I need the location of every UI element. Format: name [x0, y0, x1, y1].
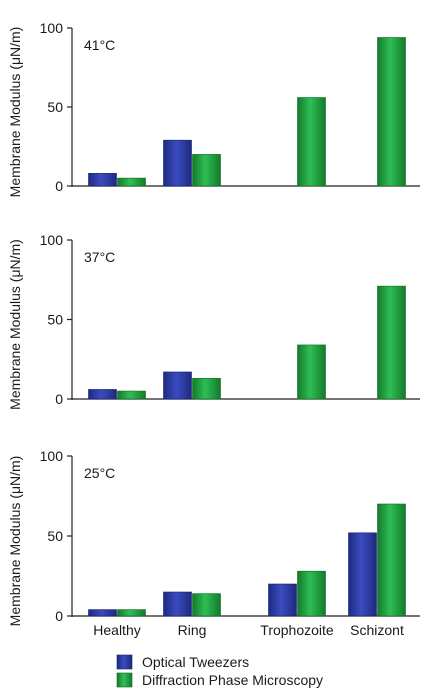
temperature-annotation: 41°C [84, 37, 115, 53]
bar-chart-panel: 0 50 100 Membrane Modulus (μN/m) 25°C Healthy… [7, 448, 420, 638]
bar-optical-tweezers-healthy [88, 389, 117, 400]
bar-diffraction-phase-trophozoite [297, 97, 326, 187]
x-category-label: Healthy [93, 622, 140, 638]
bar-chart-panel: 0 50 100 Membrane Modulus (μN/m) 41°C [7, 20, 420, 197]
temperature-annotation: 25°C [84, 465, 115, 481]
bar-optical-tweezers-ring [163, 591, 192, 617]
bar-diffraction-phase-ring [192, 154, 221, 187]
legend-swatch [116, 672, 133, 688]
bar-diffraction-phase-ring [192, 378, 221, 400]
bar-diffraction-phase-schizont [377, 285, 406, 400]
y-tick-label: 100 [40, 20, 64, 36]
x-category-label: Ring [178, 622, 207, 638]
bar-optical-tweezers-schizont [348, 532, 377, 617]
x-category-label: Trophozoite [260, 622, 334, 638]
y-tick-label: 0 [55, 178, 63, 194]
legend-swatch [116, 654, 133, 670]
bar-diffraction-phase-trophozoite [297, 344, 326, 400]
legend-label: Diffraction Phase Microscopy [142, 672, 323, 688]
chart-legend: Optical Tweezers Diffraction Phase Micros… [116, 654, 323, 688]
bar-diffraction-phase-healthy [117, 609, 146, 617]
y-tick-label: 50 [47, 528, 63, 544]
bar-diffraction-phase-schizont [377, 37, 406, 187]
bar-diffraction-phase-trophozoite [297, 570, 326, 617]
bar-diffraction-phase-ring [192, 593, 221, 617]
bar-diffraction-phase-healthy [117, 177, 146, 187]
y-tick-label: 100 [40, 448, 64, 464]
y-tick-label: 100 [40, 232, 64, 248]
y-tick-label: 50 [47, 99, 63, 115]
y-axis-title: Membrane Modulus (μN/m) [7, 239, 23, 410]
y-tick-label: 0 [55, 608, 63, 624]
y-tick-label: 50 [47, 312, 63, 328]
x-category-label: Schizont [350, 622, 404, 638]
bar-diffraction-phase-healthy [117, 390, 146, 400]
bar-optical-tweezers-healthy [88, 609, 117, 617]
bar-optical-tweezers-trophozoite [268, 583, 297, 617]
legend-label: Optical Tweezers [142, 654, 249, 670]
y-tick-label: 0 [55, 391, 63, 407]
bar-diffraction-phase-schizont [377, 503, 406, 617]
y-axis-title: Membrane Modulus (μN/m) [7, 456, 23, 627]
bar-optical-tweezers-healthy [88, 173, 117, 187]
y-axis-title: Membrane Modulus (μN/m) [7, 27, 23, 198]
temperature-annotation: 37°C [84, 249, 115, 265]
bar-optical-tweezers-ring [163, 371, 192, 400]
bar-optical-tweezers-ring [163, 139, 192, 187]
bar-chart-panel: 0 50 100 Membrane Modulus (μN/m) 37°C [7, 232, 420, 410]
